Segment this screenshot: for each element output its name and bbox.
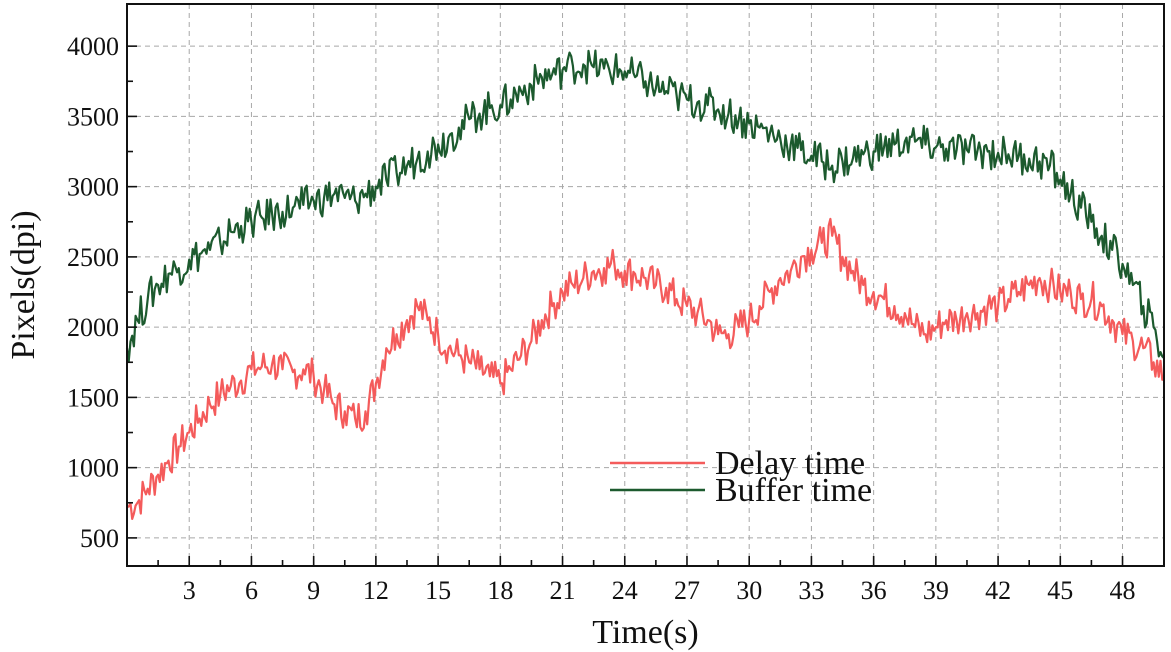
x-tick-label: 27: [674, 576, 700, 605]
y-tick-label: 1500: [67, 383, 119, 412]
plot-frame: [126, 3, 1165, 567]
x-tick-label: 48: [1110, 576, 1136, 605]
x-tick-label: 3: [183, 576, 196, 605]
y-tick-label: 1000: [67, 454, 119, 483]
x-tick-label: 9: [307, 576, 320, 605]
y-tick-label: 2500: [67, 243, 119, 272]
y-tick-label: 4000: [67, 32, 119, 61]
series-line-1: [126, 217, 1165, 521]
y-axis-title: Pixels(dpi): [5, 210, 42, 359]
y-tick-label: 2000: [67, 313, 119, 342]
y-tick-labels: 500 1000 1500 2000 2500 3000 3500 4000: [67, 32, 119, 553]
x-tick-label: 36: [861, 576, 887, 605]
x-tick-label: 42: [985, 576, 1011, 605]
grid: [127, 4, 1164, 566]
x-tick-label: 30: [736, 576, 762, 605]
series-layer: [125, 49, 1165, 521]
x-axis-title: Time(s): [592, 614, 698, 651]
x-tick-label: 24: [612, 576, 638, 605]
y-tick-label: 3000: [67, 173, 119, 202]
x-tick-label: 45: [1047, 576, 1073, 605]
legend-label: Delay time: [715, 445, 865, 482]
x-tick-label: 6: [245, 576, 258, 605]
y-tick-label: 3500: [67, 102, 119, 131]
series-line-2: [125, 49, 1165, 363]
x-tick-labels: 3 6 9 12 15 18 21 24 27 30 33 36 39 42 45 48: [183, 576, 1136, 605]
x-tick-label: 39: [923, 576, 949, 605]
x-tick-label: 18: [487, 576, 513, 605]
legend-label: Buffer time: [715, 472, 872, 509]
x-tick-label: 12: [363, 576, 389, 605]
x-tick-label: 33: [798, 576, 824, 605]
y-tick-label: 500: [80, 524, 119, 553]
x-tick-label: 15: [425, 576, 451, 605]
ticks: [127, 45, 1124, 566]
x-tick-label: 21: [550, 576, 576, 605]
